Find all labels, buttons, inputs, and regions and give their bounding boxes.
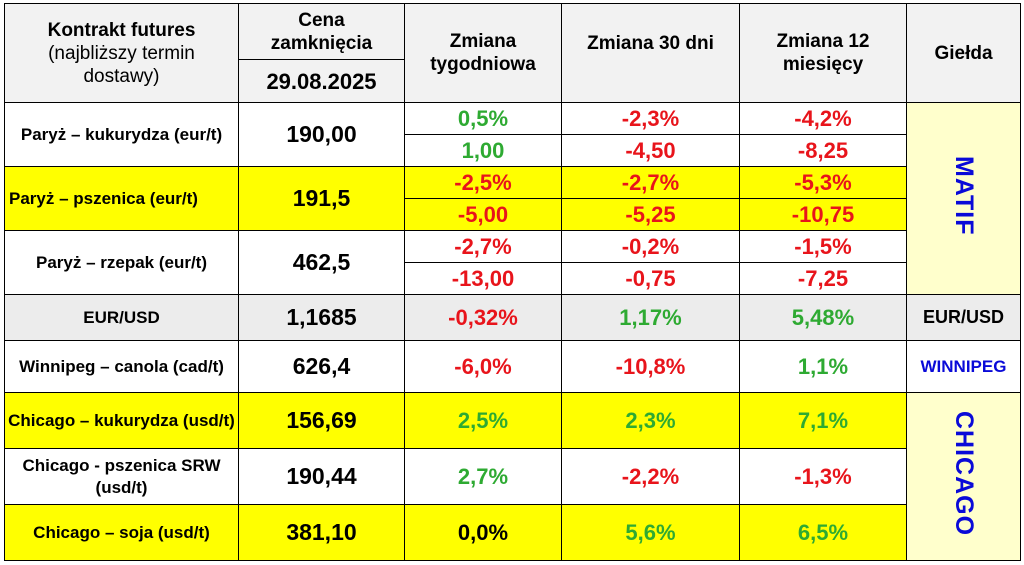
table-row: Chicago – kukurydza (usd/t) 156,69 2,5% … bbox=[4, 392, 1021, 561]
weekly-change-pct: -0,32% bbox=[404, 294, 562, 341]
30day-change-abs: -4,50 bbox=[561, 134, 740, 167]
weekly-change-abs: -13,00 bbox=[404, 262, 562, 295]
weekly-change-abs: -5,00 bbox=[404, 198, 562, 231]
contract-name: Chicago – kukurydza (usd/t) bbox=[4, 392, 239, 449]
table-row: Paryż – pszenica (eur/t) 191,5 -2,5% -2,… bbox=[4, 166, 1021, 231]
weekly-change-pct: -2,5% bbox=[404, 166, 562, 199]
30day-change-pct: -2,7% bbox=[561, 166, 740, 199]
weekly-change-pct: 0,5% bbox=[404, 102, 562, 135]
table-row: Winnipeg – canola (cad/t) 626,4 -6,0% -1… bbox=[4, 340, 1021, 393]
close-price: 626,4 bbox=[238, 340, 405, 393]
header-contract: Kontrakt futures (najbliższy termin dost… bbox=[4, 3, 239, 103]
12month-change-abs: -10,75 bbox=[739, 198, 907, 231]
header-close-price: Cena zamknięcia bbox=[238, 3, 405, 60]
weekly-change-pct: 2,7% bbox=[404, 448, 562, 505]
contract-name: Paryż – kukurydza (eur/t) bbox=[4, 102, 239, 167]
12month-change-pct: -1,5% bbox=[739, 230, 907, 263]
12month-change-pct: 5,48% bbox=[739, 294, 907, 341]
weekly-change-pct: -6,0% bbox=[404, 340, 562, 393]
header-contract-note-2: dostawy) bbox=[83, 65, 160, 87]
exchange-eurusd: EUR/USD bbox=[906, 294, 1021, 341]
close-price: 191,5 bbox=[238, 166, 405, 231]
table-row: Chicago – soja (usd/t) 381,10 0,0% 5,6% … bbox=[4, 504, 1021, 561]
12month-change-pct: 7,1% bbox=[739, 392, 907, 449]
30day-change-pct: -0,2% bbox=[561, 230, 740, 263]
header-weekly-change: Zmiana tygodniowa bbox=[404, 3, 562, 103]
exchange-matif-label: MATIF bbox=[950, 156, 978, 236]
12month-change-pct: -1,3% bbox=[739, 448, 907, 505]
30day-change-pct: 1,17% bbox=[561, 294, 740, 341]
30day-change-abs: -0,75 bbox=[561, 262, 740, 295]
weekly-change-pct: 2,5% bbox=[404, 392, 562, 449]
contract-name: EUR/USD bbox=[4, 294, 239, 341]
table-row: Chicago - pszenica SRW (usd/t) 190,44 2,… bbox=[4, 448, 1021, 505]
close-price: 381,10 bbox=[238, 504, 405, 561]
contract-name: Chicago – soja (usd/t) bbox=[4, 504, 239, 561]
30day-change-pct: 2,3% bbox=[561, 392, 740, 449]
header-exchange: Giełda bbox=[906, 3, 1021, 103]
header-12month-change: Zmiana 12 miesięcy bbox=[739, 3, 907, 103]
header-contract-title: Kontrakt futures bbox=[47, 19, 196, 41]
12month-change-pct: -5,3% bbox=[739, 166, 907, 199]
header-30day-change: Zmiana 30 dni bbox=[561, 3, 740, 103]
30day-change-pct: -2,2% bbox=[561, 448, 740, 505]
close-price: 1,1685 bbox=[238, 294, 405, 341]
exchange-winnipeg: WINNIPEG bbox=[906, 340, 1021, 393]
12month-change-pct: 6,5% bbox=[739, 504, 907, 561]
weekly-change-pct: 0,0% bbox=[404, 504, 562, 561]
close-price: 190,44 bbox=[238, 448, 405, 505]
table-row: Paryż – kukurydza (eur/t) 190,00 0,5% -2… bbox=[4, 102, 1021, 295]
close-price: 462,5 bbox=[238, 230, 405, 295]
exchange-chicago: CHICAGO bbox=[906, 392, 1021, 561]
close-price: 190,00 bbox=[238, 102, 405, 167]
contract-name: Winnipeg – canola (cad/t) bbox=[4, 340, 239, 393]
close-price: 156,69 bbox=[238, 392, 405, 449]
header-row: Kontrakt futures (najbliższy termin dost… bbox=[4, 3, 1021, 103]
contract-name: Paryż – pszenica (eur/t) bbox=[4, 166, 239, 231]
30day-change-pct: -2,3% bbox=[561, 102, 740, 135]
header-contract-note: (najbliższy termin bbox=[48, 42, 195, 64]
table-row: Paryż – rzepak (eur/t) 462,5 -2,7% -0,2%… bbox=[4, 230, 1021, 295]
contract-name: Paryż – rzepak (eur/t) bbox=[4, 230, 239, 295]
12month-change-abs: -8,25 bbox=[739, 134, 907, 167]
exchange-chicago-label: CHICAGO bbox=[950, 411, 978, 537]
futures-table: Kontrakt futures (najbliższy termin dost… bbox=[4, 3, 1021, 561]
table-row: EUR/USD 1,1685 -0,32% 1,17% 5,48% EUR/US… bbox=[4, 294, 1021, 341]
30day-change-pct: -10,8% bbox=[561, 340, 740, 393]
30day-change-abs: -5,25 bbox=[561, 198, 740, 231]
12month-change-abs: -7,25 bbox=[739, 262, 907, 295]
exchange-matif: MATIF bbox=[906, 102, 1021, 295]
12month-change-pct: -4,2% bbox=[739, 102, 907, 135]
30day-change-pct: 5,6% bbox=[561, 504, 740, 561]
12month-change-pct: 1,1% bbox=[739, 340, 907, 393]
header-close-date: 29.08.2025 bbox=[238, 59, 405, 103]
weekly-change-pct: -2,7% bbox=[404, 230, 562, 263]
weekly-change-abs: 1,00 bbox=[404, 134, 562, 167]
contract-name: Chicago - pszenica SRW (usd/t) bbox=[4, 448, 239, 505]
